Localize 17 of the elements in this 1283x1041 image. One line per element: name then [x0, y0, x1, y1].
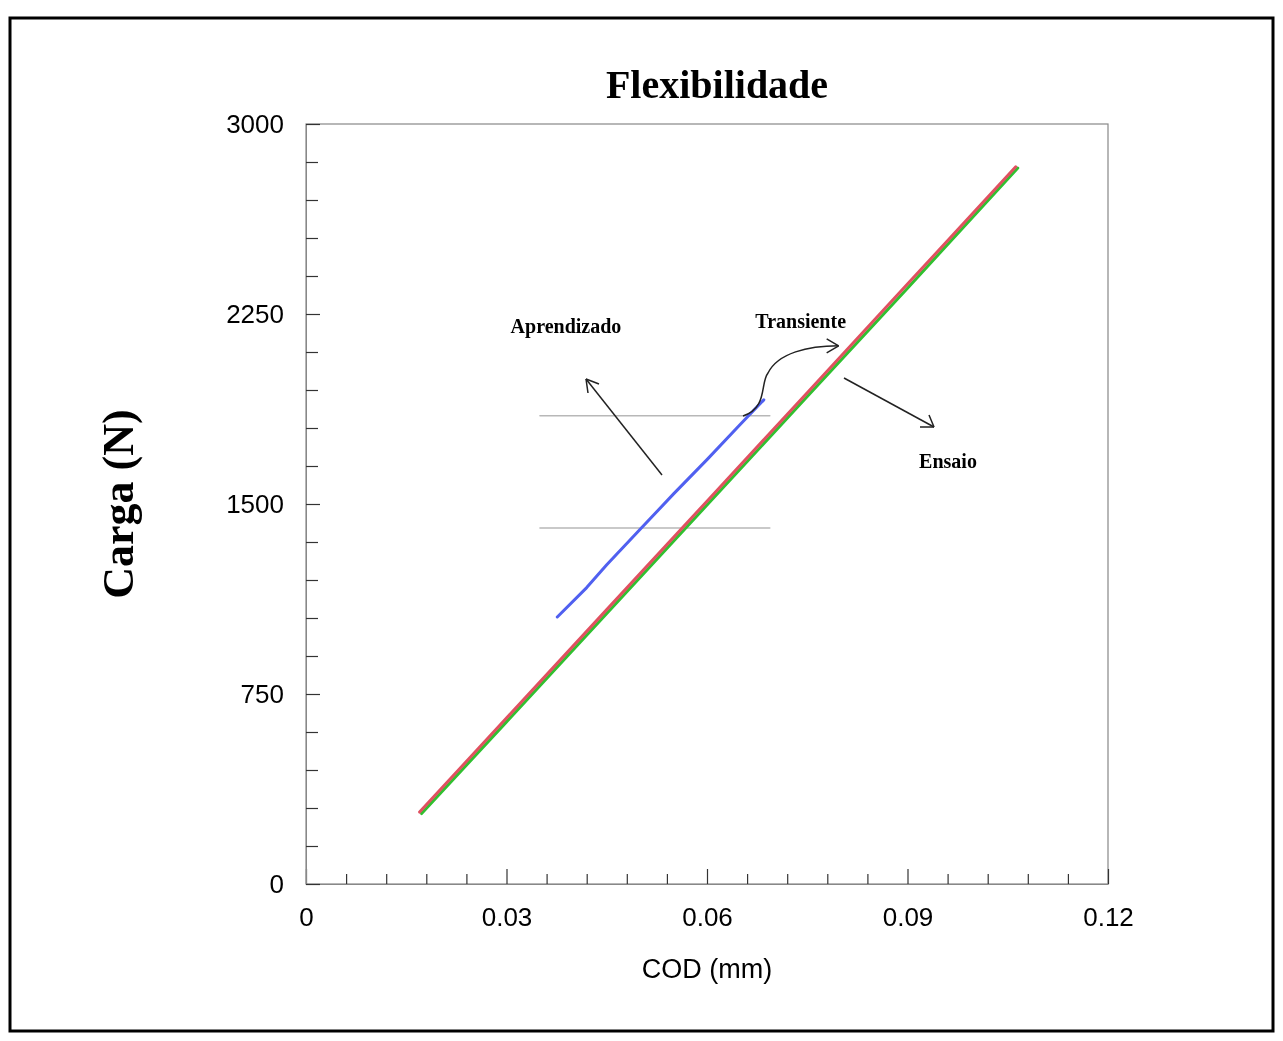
- x-tick-label: 0.12: [1083, 902, 1134, 933]
- x-axis-title: COD (mm): [641, 954, 773, 984]
- x-tick-label: 0.06: [682, 902, 733, 933]
- annotation: Ensaio: [919, 450, 977, 472]
- x-tick-label: 0.03: [481, 902, 533, 933]
- y-tick-label: 1500: [226, 488, 284, 519]
- x-tick-label: 0: [299, 902, 314, 933]
- annotation: Aprendizado: [510, 315, 622, 338]
- line-series: [555, 398, 766, 619]
- annotation: Transiente: [755, 309, 847, 332]
- x-tick-label: 0.09: [882, 902, 934, 933]
- y-tick-label: 2250: [226, 298, 284, 329]
- y-tick-label: 3000: [226, 108, 284, 139]
- y-axis-title: Carga (N): [94, 409, 143, 599]
- chart-title: Flexibilidade: [605, 62, 829, 107]
- y-tick-label: 750: [240, 678, 284, 709]
- y-tick-label: 0: [269, 868, 284, 899]
